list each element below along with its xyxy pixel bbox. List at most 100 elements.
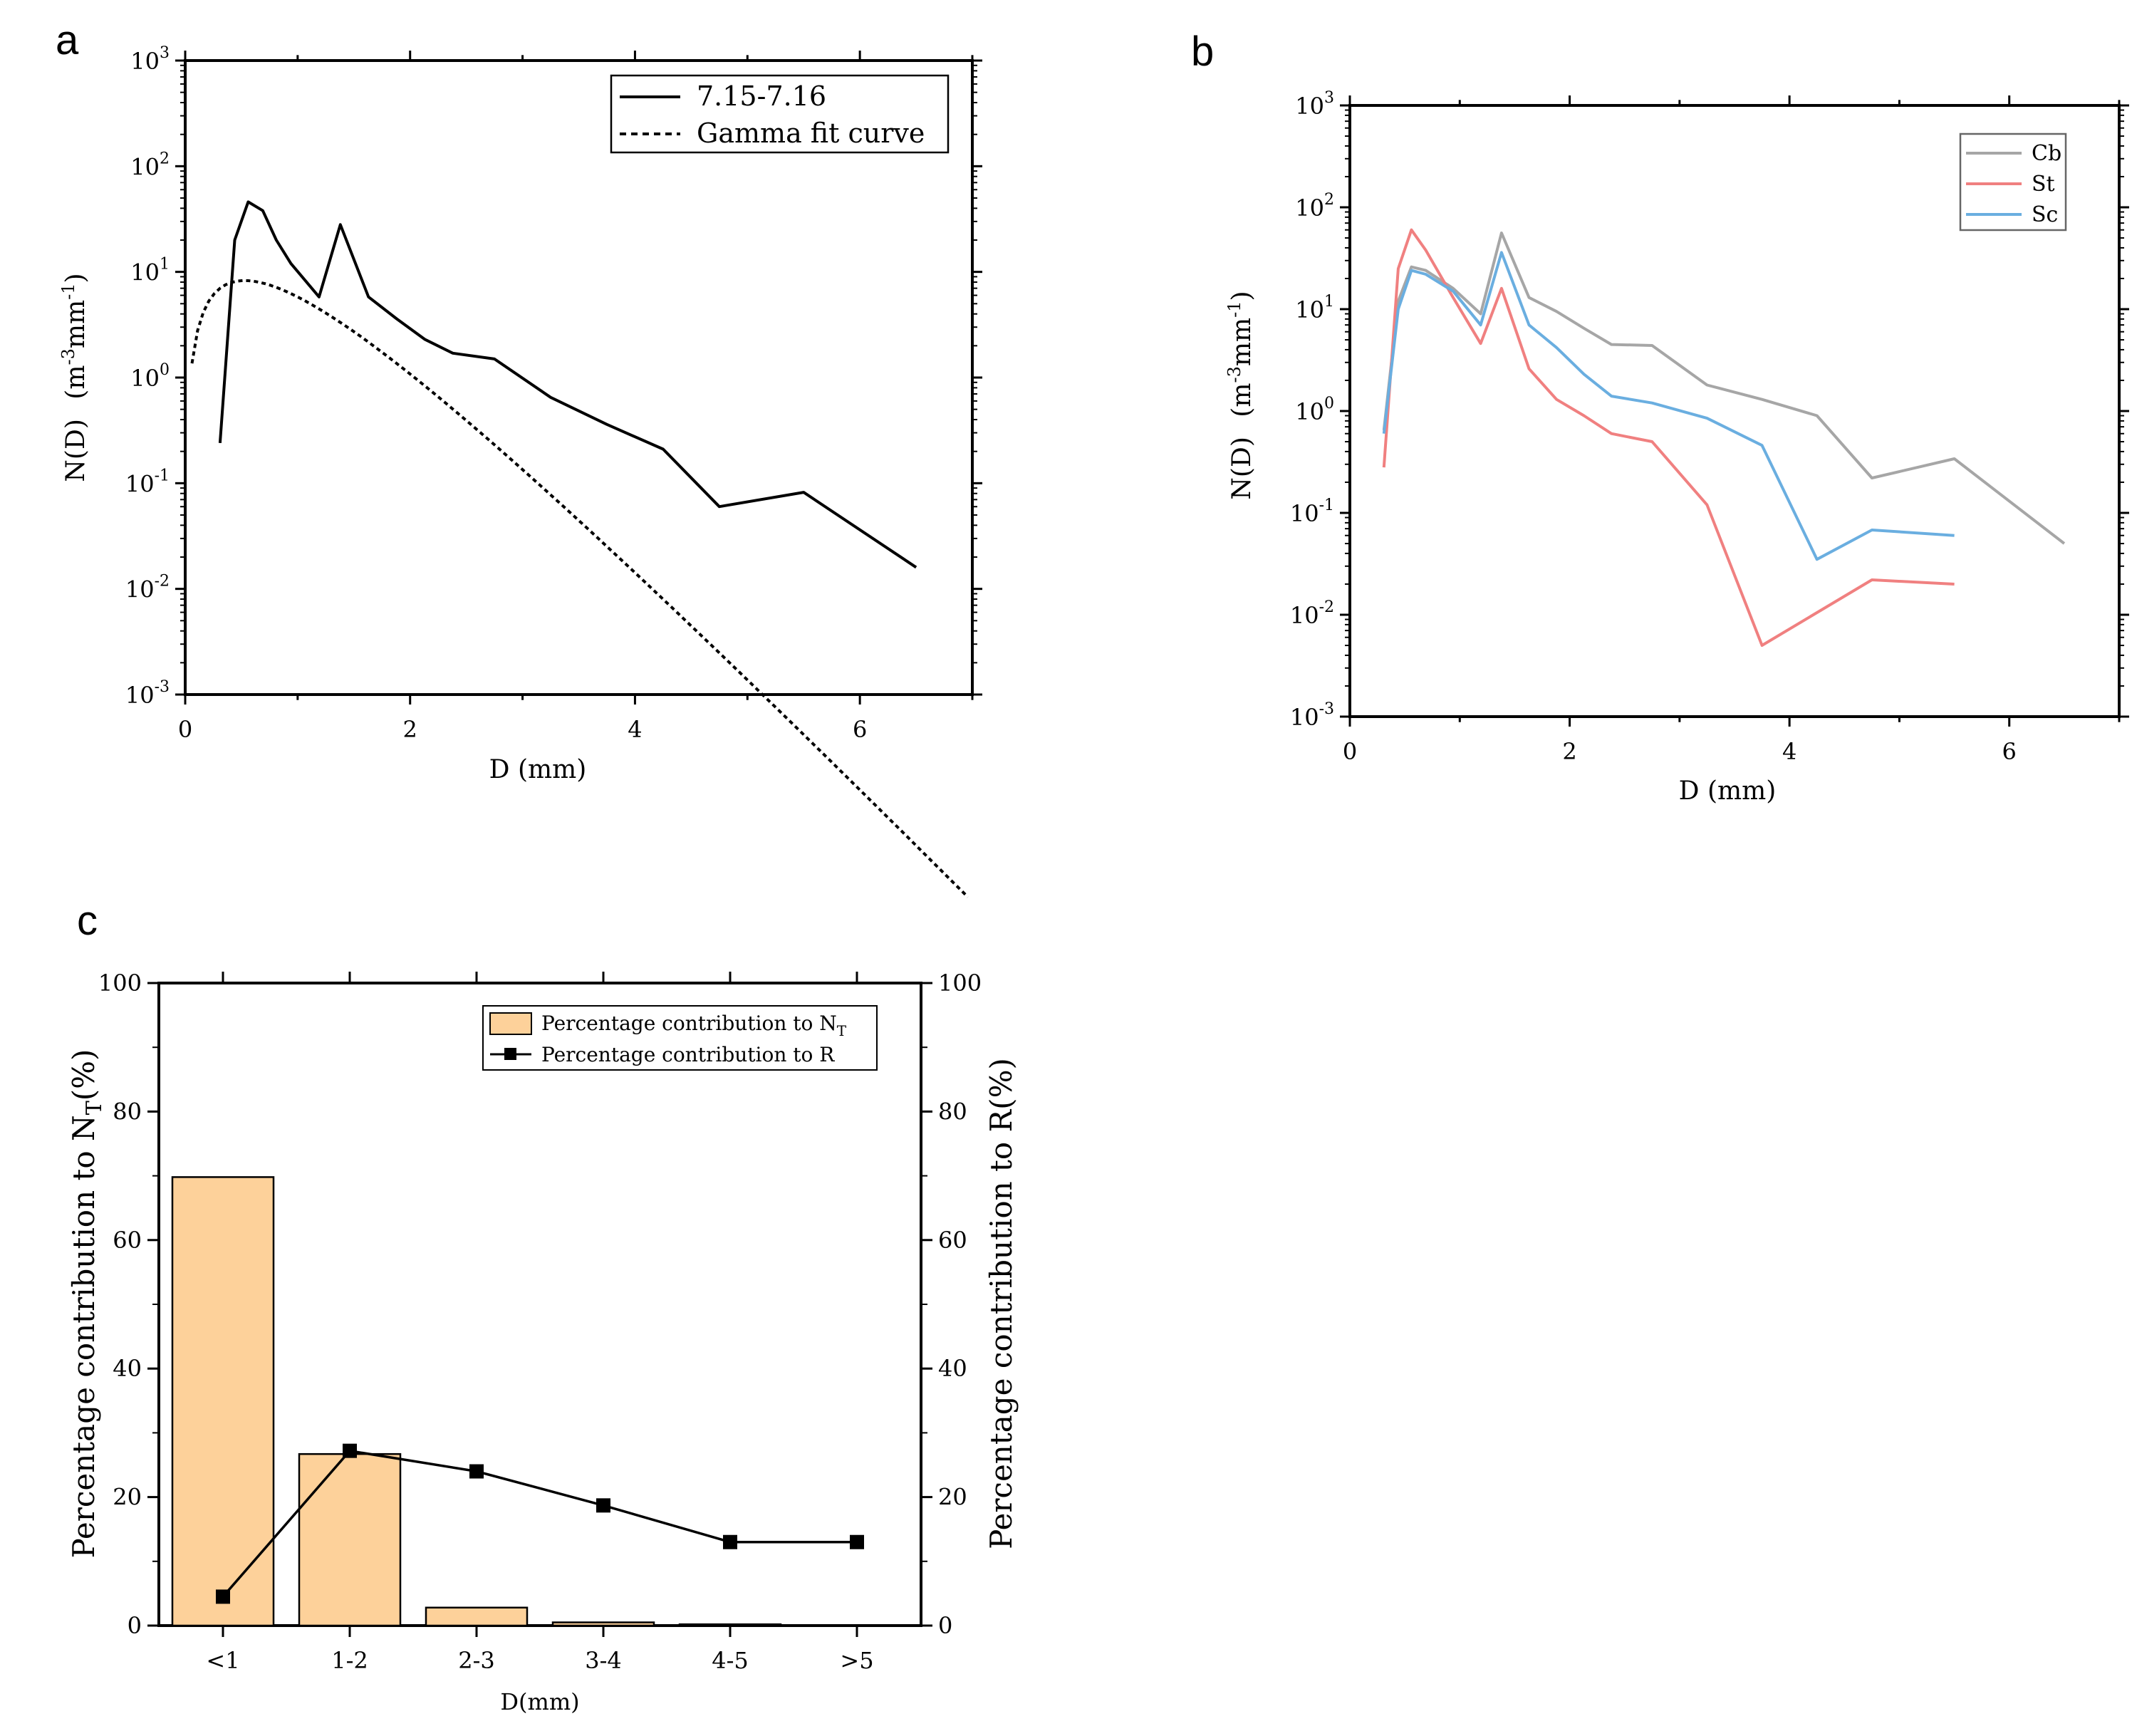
panel-a-plot-frame: [184, 59, 974, 696]
panel-c-x-tick-label: <1: [206, 1647, 239, 1674]
panel-b-y-tick-label: 10-3: [1290, 700, 1334, 731]
panel-c-bar-0: [171, 1176, 275, 1627]
panel-a-chart: a 0 2 4 6 10-3 10-2 10-1 100 101 102 103 7.15-7.16…: [56, 17, 982, 898]
panel-c-x-tick-label: 3-4: [585, 1647, 622, 1674]
panel-b-y-tick-label: 100: [1295, 395, 1334, 425]
panel-c-y-tick-label-left: 20: [113, 1484, 142, 1511]
panel-a-y-tick-label: 10-3: [125, 678, 170, 709]
legend-swatch-marker: [504, 1048, 516, 1060]
panel-c-y-tick-label-left: 0: [128, 1612, 142, 1639]
panel-c-ticks: 0 0 20 20 40 40 60 60 80 80 100 100 <1 1-2 2-3 3-4 4-5 >5: [98, 970, 982, 1674]
legend-label-sc: Sc: [2032, 202, 2058, 227]
panel-c-y-tick-label-left: 60: [113, 1227, 142, 1254]
legend-label-gamma-fit: Gamma fit curve: [697, 118, 925, 149]
panel-c-y-tick-label-left: 80: [113, 1098, 142, 1125]
legend-label-st: St: [2032, 172, 2055, 197]
panel-c-series-line-r: [222, 1449, 857, 1598]
panel-c-x-tick-label: >5: [840, 1647, 873, 1674]
panel-c-x-tick-label: 2-3: [458, 1647, 495, 1674]
panel-c-legend-box: [482, 1005, 878, 1071]
panel-c-bar-1: [298, 1452, 402, 1627]
panel-a-ticks: 0 2 4 6 10-3 10-2 10-1 100 101 102 103: [125, 44, 982, 743]
panel-c-line-marker-1: [343, 1443, 357, 1458]
panel-a-ylabel-exp2: -1: [58, 283, 78, 299]
panel-a-x-tick-label: 4: [628, 716, 642, 743]
panel-b-ylabel-exp1: -3: [1224, 366, 1244, 383]
panel-c-line-marker-3: [596, 1498, 610, 1513]
panel-b-x-tick-label: 0: [1343, 738, 1357, 765]
panel-c-x-tick-label: 4-5: [712, 1647, 749, 1674]
panel-b-series-line-cb: [1382, 232, 2066, 545]
panel-a-letter: a: [56, 17, 79, 63]
panel-b-y-tick-label: 10-2: [1290, 598, 1334, 629]
panel-c-ylabel-left-sub: T: [82, 1101, 107, 1115]
panel-b-legend: Cb St Sc: [1959, 132, 2067, 232]
panel-b-series: [1382, 228, 2066, 647]
panel-a-x-axis-title: D (mm): [489, 755, 587, 784]
panel-c-chart: c 0 0 20 20 40 40 60 60 80 80 100 100 <1 1-2 2-3 3-4 4-5…: [66, 898, 1019, 1715]
panel-b-series-line-st: [1382, 228, 1955, 647]
panel-b-x-axis-title: D (mm): [1679, 776, 1777, 806]
panel-a-y-tick-label: 101: [130, 256, 170, 286]
panel-c-ylabel-left-end: (%): [66, 1049, 101, 1101]
panel-a-x-tick-label: 0: [178, 716, 192, 743]
panel-c-y-tick-label-right: 80: [938, 1098, 967, 1125]
panel-c-x-axis-title: D(mm): [500, 1688, 579, 1715]
panel-c-bar-4: [678, 1623, 782, 1627]
panel-a-ylabel-end: ): [61, 273, 90, 283]
panel-b-x-tick-label: 2: [1562, 738, 1576, 765]
panel-c-x-tick-label: 1-2: [331, 1647, 368, 1674]
panel-a-series-line-gamma-fit-curve: [190, 279, 969, 898]
panel-a-ylabel-exp1: -3: [58, 348, 78, 365]
panel-a-legend: 7.15-7.16 Gamma fit curve: [610, 74, 950, 154]
panel-a-x-tick-label: 2: [403, 716, 417, 743]
panel-a-x-tick-label: 6: [853, 716, 867, 743]
panel-c-line-marker-2: [469, 1464, 484, 1479]
panel-b-ylabel-mid: mm: [1227, 318, 1257, 366]
panel-b-y-tick-label: 103: [1295, 89, 1334, 120]
panel-c-ylabel-left-main: Percentage contribution to N: [66, 1115, 101, 1558]
panel-b-y-tick-label: 102: [1295, 191, 1334, 222]
svg-text:N(D) (m-3mm-1): N(D) (m-3mm-1): [1224, 291, 1257, 499]
panel-b-ylabel-main: N(D): [1227, 437, 1257, 499]
legend-label-nt: Percentage contribution to NT: [541, 1012, 847, 1039]
panel-a-y-tick-label: 102: [130, 150, 170, 180]
panel-b-x-tick-label: 6: [2002, 738, 2017, 765]
panel-c-bars: [171, 1176, 909, 1627]
panel-a-ylabel-unit: (m: [61, 365, 90, 400]
panel-b-ylabel-end: ): [1227, 291, 1257, 301]
panel-c-line-marker-0: [216, 1589, 230, 1604]
panel-c-y-tick-label-right: 40: [938, 1355, 967, 1382]
panel-a-series-line-7-15-7-16: [218, 200, 917, 569]
panel-a-y-axis-title: N(D) (m-3mm-1): [58, 273, 90, 482]
panel-b-ticks: 0 2 4 6 10-3 10-2 10-1 100 101 102 103: [1290, 89, 2129, 765]
panel-a-y-tick-label: 10-1: [125, 467, 170, 497]
panel-c-line: [216, 1443, 864, 1604]
panel-a-ylabel-main: N(D): [61, 419, 90, 482]
panel-c-y-tick-label-right: 0: [938, 1612, 952, 1639]
legend-swatch-bar: [489, 1012, 532, 1035]
panel-a-y-tick-label: 100: [130, 361, 170, 392]
panel-a-legend-box: [610, 74, 950, 154]
panel-b-x-tick-label: 4: [1782, 738, 1796, 765]
panel-c-line-marker-4: [723, 1534, 737, 1549]
svg-text:N(D) (m-3mm-1): N(D) (m-3mm-1): [58, 273, 90, 482]
panel-c-y-tick-label-left: 40: [113, 1355, 142, 1382]
panel-c-y-tick-label-right: 60: [938, 1227, 967, 1254]
legend-label-7.15-7.16: 7.15-7.16: [697, 80, 826, 112]
panel-c-bar-2: [425, 1606, 529, 1627]
legend-label-r: Percentage contribution to R: [541, 1043, 835, 1066]
panel-b-series-line-sc: [1382, 251, 1955, 561]
panel-a-ylabel-mid: mm: [61, 300, 90, 348]
panel-c-line-marker-5: [850, 1534, 864, 1549]
legend-label-cb: Cb: [2032, 141, 2061, 166]
panel-c-y-tick-label-right: 100: [938, 970, 982, 997]
panel-b-y-tick-label: 101: [1295, 293, 1334, 323]
panel-b-ylabel-unit: (m: [1227, 383, 1257, 417]
panel-b-y-axis-title: N(D) (m-3mm-1): [1224, 291, 1257, 499]
panel-c-bar-3: [551, 1621, 655, 1627]
panel-c-y-right-title: Percentage contribution to R(%): [984, 1058, 1019, 1549]
panel-a-series: [190, 200, 969, 898]
